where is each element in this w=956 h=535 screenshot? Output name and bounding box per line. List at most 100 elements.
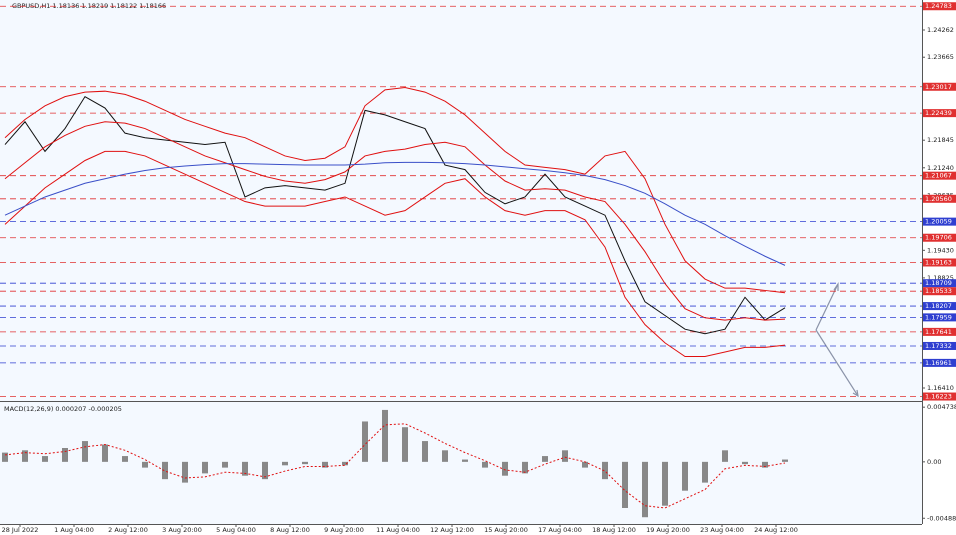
arrow-down [815, 329, 859, 397]
x-tick-label: 11 Aug 04:00 [376, 526, 420, 534]
macd-bar [262, 461, 268, 480]
macd-bar [202, 461, 208, 474]
y-tick-label: 1.21240 [927, 164, 954, 172]
y-tick-label: 1.18825 [927, 274, 954, 282]
macd-bar [562, 450, 568, 462]
level-box [923, 392, 956, 401]
level-label: 1.16223 [925, 393, 952, 401]
macd-bar [142, 461, 148, 468]
level-label: 1.24783 [925, 2, 952, 10]
level-box [923, 2, 956, 11]
macd-bar [602, 461, 608, 480]
level-label: 1.19706 [925, 234, 952, 242]
level-label: 1.17641 [925, 328, 952, 336]
level-box [923, 279, 956, 288]
macd-bar [402, 427, 408, 462]
chart-title: GBPUSD,H1 1.18136 1.18219 1.18122 1.1816… [12, 2, 166, 10]
macd-bar [722, 450, 728, 462]
macd-bar [302, 461, 308, 465]
macd-bar [42, 456, 48, 462]
level-box [923, 358, 956, 367]
level-label: 1.22439 [925, 109, 952, 117]
price-line [4, 95, 786, 335]
arrow-down-head [852, 389, 859, 398]
x-tick-label: 9 Aug 20:00 [324, 526, 364, 534]
macd-bar [662, 461, 668, 506]
macd-bar [542, 456, 548, 462]
level-label: 1.20560 [925, 195, 952, 203]
macd-bar [322, 461, 328, 468]
macd-bar [622, 461, 628, 508]
level-label: 1.18533 [925, 287, 952, 295]
macd-bar [682, 461, 688, 491]
macd-bar [702, 461, 708, 483]
level-label: 1.23017 [925, 83, 952, 91]
price-line [4, 161, 786, 266]
x-tick-label: 1 Aug 04:00 [54, 526, 94, 534]
y-tick-label: 1.23665 [927, 53, 954, 61]
x-tick-label: 23 Aug 04:00 [700, 526, 744, 534]
macd-bar [62, 448, 68, 462]
macd-bar [482, 461, 488, 468]
x-tick-label: 5 Aug 04:00 [216, 526, 256, 534]
x-tick-label: 12 Aug 12:00 [430, 526, 474, 534]
level-box [923, 109, 956, 118]
macd-bar [282, 461, 288, 466]
level-label: 1.18207 [925, 302, 952, 310]
macd-bar [382, 409, 388, 462]
macd-signal [4, 423, 786, 509]
level-box [923, 233, 956, 242]
level-box [923, 171, 956, 180]
macd-bar [462, 459, 468, 462]
x-tick-label: 19 Aug 20:00 [646, 526, 690, 534]
macd-bar [162, 461, 168, 480]
level-box [923, 194, 956, 203]
arrow-up-head [833, 282, 839, 291]
macd-bar [742, 461, 748, 465]
macd-tick-label: 0.00 [927, 458, 941, 466]
x-tick-label: 2 Aug 12:00 [108, 526, 148, 534]
macd-bar [22, 450, 28, 462]
y-tick-label: 1.19430 [927, 246, 954, 254]
level-label: 1.19163 [925, 258, 952, 266]
macd-bar [582, 461, 588, 468]
macd-bar [422, 441, 428, 462]
macd-bar [122, 456, 128, 462]
x-tick-label: 24 Aug 12:00 [754, 526, 798, 534]
level-box [923, 327, 956, 336]
macd-bar [82, 441, 88, 462]
level-box [923, 302, 956, 311]
y-tick-label: 1.21845 [927, 136, 954, 144]
level-label: 1.18709 [925, 279, 952, 287]
macd-bar [502, 461, 508, 476]
macd-tick-label: -0.004889 [927, 514, 956, 522]
arrow-up [815, 283, 839, 331]
level-box [923, 287, 956, 296]
level-label: 1.17959 [925, 313, 952, 321]
level-box [923, 82, 956, 91]
y-tick-label: 1.24262 [927, 26, 954, 34]
price-line [4, 121, 786, 321]
macd-bar [182, 461, 188, 483]
macd-bar [762, 461, 768, 468]
macd-tick-label: 0.004738 [927, 403, 956, 411]
level-box [923, 313, 956, 322]
projection-arrows [815, 282, 859, 398]
level-label: 1.21067 [925, 172, 952, 180]
level-box [923, 341, 956, 350]
macd-bar [342, 461, 348, 466]
y-tick-label: 1.16410 [927, 384, 954, 392]
plot-background [0, 0, 922, 524]
macd-bar [642, 461, 648, 518]
macd-bar [2, 452, 8, 462]
macd-bar [442, 450, 448, 462]
x-tick-label: 17 Aug 04:00 [538, 526, 582, 534]
x-tick-label: 18 Aug 12:00 [592, 526, 636, 534]
x-tick-label: 15 Aug 20:00 [484, 526, 528, 534]
macd-bar [522, 461, 528, 474]
level-label: 1.20059 [925, 218, 952, 226]
level-label: 1.16961 [925, 359, 952, 367]
macd-bar [242, 461, 248, 476]
level-box [923, 258, 956, 267]
